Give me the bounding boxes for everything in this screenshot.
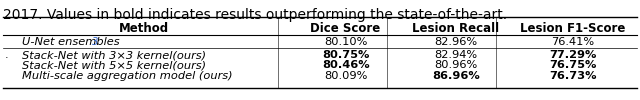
Text: Stack-Net with 5×5 kernel(ours): Stack-Net with 5×5 kernel(ours)	[22, 60, 207, 70]
Text: Lesion Recall: Lesion Recall	[412, 22, 499, 34]
Text: 77.29%: 77.29%	[549, 50, 596, 60]
Text: 80.96%: 80.96%	[434, 60, 477, 70]
Text: 80.46%: 80.46%	[322, 60, 369, 70]
Text: 76.73%: 76.73%	[549, 71, 596, 81]
Text: 80.75%: 80.75%	[322, 50, 369, 60]
Text: 2017. Values in bold indicates results outperforming the state-of-the-art.: 2017. Values in bold indicates results o…	[3, 8, 507, 22]
Text: Lesion F1-Score: Lesion F1-Score	[520, 22, 625, 34]
Text: 82.96%: 82.96%	[434, 37, 477, 47]
Text: Stack-Net with 3×3 kernel(ours): Stack-Net with 3×3 kernel(ours)	[22, 50, 207, 60]
Text: Multi-scale aggregation model (ours): Multi-scale aggregation model (ours)	[22, 71, 233, 81]
Text: 3: 3	[92, 37, 99, 47]
Text: 80.10%: 80.10%	[324, 37, 367, 47]
Text: 76.75%: 76.75%	[549, 60, 596, 70]
Text: 80.09%: 80.09%	[324, 71, 367, 81]
Text: Dice Score: Dice Score	[310, 22, 381, 34]
Text: 76.41%: 76.41%	[551, 37, 595, 47]
Text: 82.94%: 82.94%	[434, 50, 477, 60]
Text: .: .	[5, 50, 9, 60]
Text: 86.96%: 86.96%	[432, 71, 479, 81]
Text: U-Net ensembles: U-Net ensembles	[22, 37, 124, 47]
Text: Method: Method	[119, 22, 169, 34]
